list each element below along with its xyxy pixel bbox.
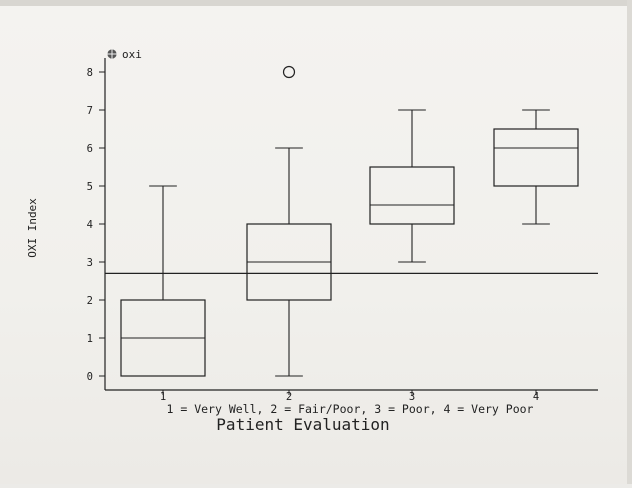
x-tick-label: 3: [409, 391, 415, 403]
legend: oxi: [107, 48, 142, 61]
box-iqr: [369, 166, 455, 225]
box-group-3: [369, 109, 455, 263]
y-tick-label: 0: [87, 371, 93, 383]
x-tick-label: 2: [286, 391, 292, 403]
outlier-point: [282, 65, 296, 79]
box-iqr: [493, 128, 579, 187]
y-tick-label: 7: [87, 105, 93, 117]
x-tick-label: 1: [160, 391, 166, 403]
x-axis-ticks: 1 2 3 4: [160, 390, 539, 403]
y-tick-label: 4: [87, 219, 93, 231]
box-group-4: [493, 109, 579, 225]
x-tick-label: 4: [533, 391, 539, 403]
box-group-1: [120, 185, 206, 377]
y-tick-label: 8: [87, 67, 93, 79]
box-group-2: [246, 65, 332, 377]
x-axis-note: 1 = Very Well, 2 = Fair/Poor, 3 = Poor, …: [167, 402, 534, 416]
y-tick-label: 5: [87, 181, 93, 193]
y-axis-ticks: 0 1 2 3 4 5 6 7 8: [87, 67, 105, 383]
x-axis-label: Patient Evaluation: [216, 415, 389, 434]
y-axis-label: OXI Index: [26, 198, 39, 258]
y-tick-label: 3: [87, 257, 93, 269]
y-tick-label: 2: [87, 295, 93, 307]
boxes: [120, 65, 579, 377]
y-tick-label: 6: [87, 143, 93, 155]
y-tick-label: 1: [87, 333, 93, 345]
legend-label: oxi: [122, 48, 142, 61]
legend-marker-icon: [107, 49, 117, 59]
